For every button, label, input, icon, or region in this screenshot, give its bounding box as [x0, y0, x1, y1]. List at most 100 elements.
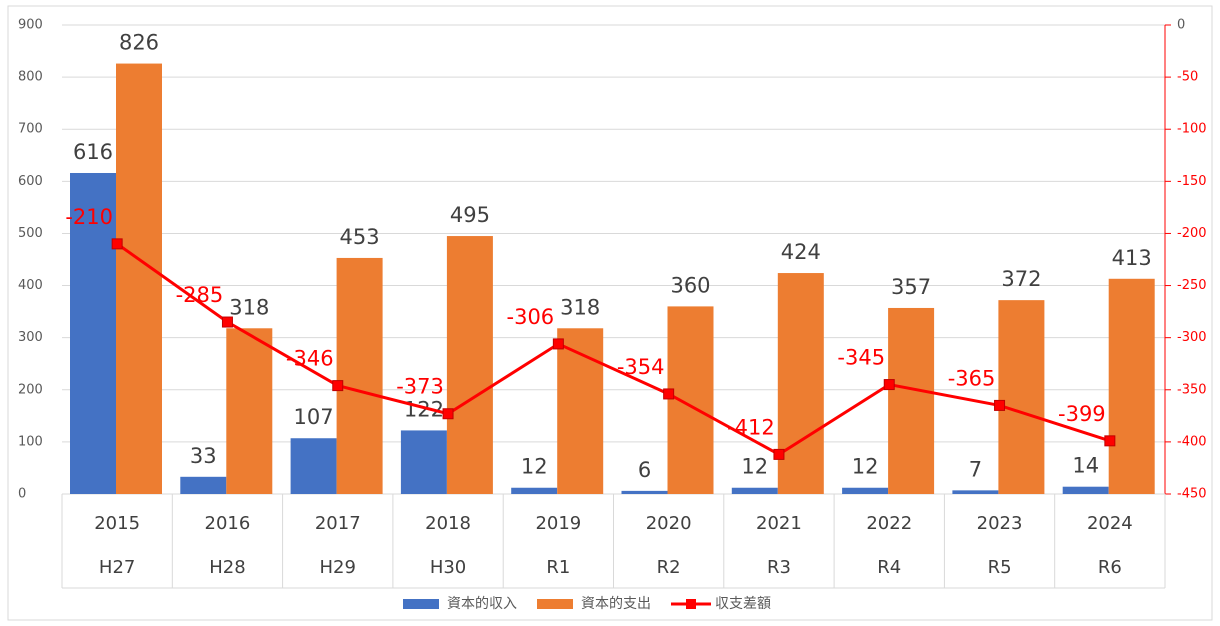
y-tick-label: 0 [18, 487, 26, 502]
bar [400, 430, 447, 494]
y-tick-label: 800 [18, 70, 43, 85]
legend-label: 資本的収入 [447, 596, 517, 612]
legend-label: 収支差額 [715, 596, 771, 612]
value-label: 318 [560, 295, 600, 319]
line-marker [221, 316, 233, 328]
value-label: 318 [229, 295, 269, 319]
bar [1062, 486, 1109, 494]
bar [511, 487, 558, 494]
x-era-label: H29 [320, 557, 356, 578]
x-era-label: R2 [657, 557, 681, 578]
y-tick-label: 100 [18, 434, 43, 449]
value-label: 413 [1112, 246, 1152, 270]
line-label: -373 [396, 375, 444, 399]
y-tick-label: 400 [18, 278, 43, 293]
line-marker [552, 338, 564, 350]
line-marker [773, 448, 785, 460]
x-era-label: H27 [99, 557, 135, 578]
line-marker [883, 379, 895, 391]
legend-swatch [686, 599, 696, 609]
bar [621, 490, 668, 494]
bar [731, 487, 778, 494]
value-label: 495 [450, 203, 490, 227]
y-tick-label: 500 [18, 226, 43, 241]
x-tick-label: 2022 [866, 513, 912, 534]
line-label: -412 [727, 415, 775, 439]
x-tick-label: 2017 [315, 513, 361, 534]
line-marker [442, 408, 454, 420]
y2-tick-label: -150 [1177, 174, 1207, 189]
line-marker [994, 399, 1006, 411]
value-label: 6 [638, 458, 651, 482]
bar [180, 476, 227, 494]
value-label: 122 [404, 397, 444, 421]
y2-tick-label: -300 [1177, 330, 1207, 345]
y2-tick-label: -200 [1177, 226, 1207, 241]
bar [116, 63, 162, 494]
line-marker [111, 238, 123, 250]
bar [952, 490, 999, 494]
y2-tick-label: -50 [1177, 70, 1198, 85]
line-label: -210 [65, 205, 113, 229]
value-label: 453 [340, 225, 380, 249]
y2-tick-label: -400 [1177, 434, 1207, 449]
value-label: 107 [294, 405, 334, 429]
bar [290, 438, 337, 494]
line-marker [663, 388, 675, 400]
value-label: 616 [73, 140, 113, 164]
x-tick-label: 2019 [535, 513, 581, 534]
legend-swatch [403, 599, 439, 609]
line-label: -346 [286, 347, 334, 371]
bar [557, 328, 604, 494]
line-label: -345 [837, 346, 885, 370]
x-tick-label: 2021 [756, 513, 802, 534]
value-label: 12 [521, 455, 548, 479]
x-tick-label: 2015 [94, 513, 140, 534]
value-label: 424 [781, 240, 821, 264]
x-era-label: H28 [209, 557, 245, 578]
bar [998, 300, 1045, 494]
value-label: 33 [190, 444, 217, 468]
line-label: -365 [948, 366, 996, 390]
x-tick-label: 2020 [646, 513, 692, 534]
line-label: -354 [617, 355, 665, 379]
value-label: 360 [670, 273, 710, 297]
line-label: -399 [1058, 402, 1106, 426]
x-era-label: R5 [988, 557, 1012, 578]
value-label: 826 [119, 31, 159, 55]
x-era-label: H30 [430, 557, 466, 578]
y2-tick-label: -250 [1177, 278, 1207, 293]
x-tick-label: 2023 [977, 513, 1023, 534]
legend-swatch [537, 599, 573, 609]
bar [842, 487, 889, 494]
y2-tick-label: -450 [1177, 487, 1207, 502]
y-tick-label: 900 [18, 18, 43, 33]
x-tick-label: 2018 [425, 513, 471, 534]
bar [446, 236, 493, 495]
value-label: 14 [1072, 454, 1099, 478]
y2-tick-label: 0 [1177, 18, 1185, 33]
legend-label: 資本的支出 [581, 596, 651, 612]
x-era-label: R4 [877, 557, 901, 578]
y-tick-label: 300 [18, 330, 43, 345]
x-tick-label: 2016 [205, 513, 251, 534]
line-marker [332, 380, 344, 392]
value-label: 12 [741, 455, 768, 479]
x-era-label: R6 [1098, 557, 1122, 578]
line [116, 242, 1111, 457]
value-label: 12 [852, 455, 879, 479]
bar [1108, 278, 1155, 494]
value-label: 7 [969, 457, 982, 481]
y2-tick-label: -350 [1177, 382, 1207, 397]
line-label: -306 [507, 305, 555, 329]
bar [336, 257, 383, 494]
y-tick-label: 700 [18, 122, 43, 137]
line-label: -285 [176, 283, 224, 307]
value-label: 357 [891, 275, 931, 299]
bar [226, 328, 273, 494]
x-era-label: R3 [767, 557, 791, 578]
y-tick-label: 600 [18, 174, 43, 189]
x-tick-label: 2024 [1087, 513, 1133, 534]
chart-frame [7, 5, 1213, 621]
